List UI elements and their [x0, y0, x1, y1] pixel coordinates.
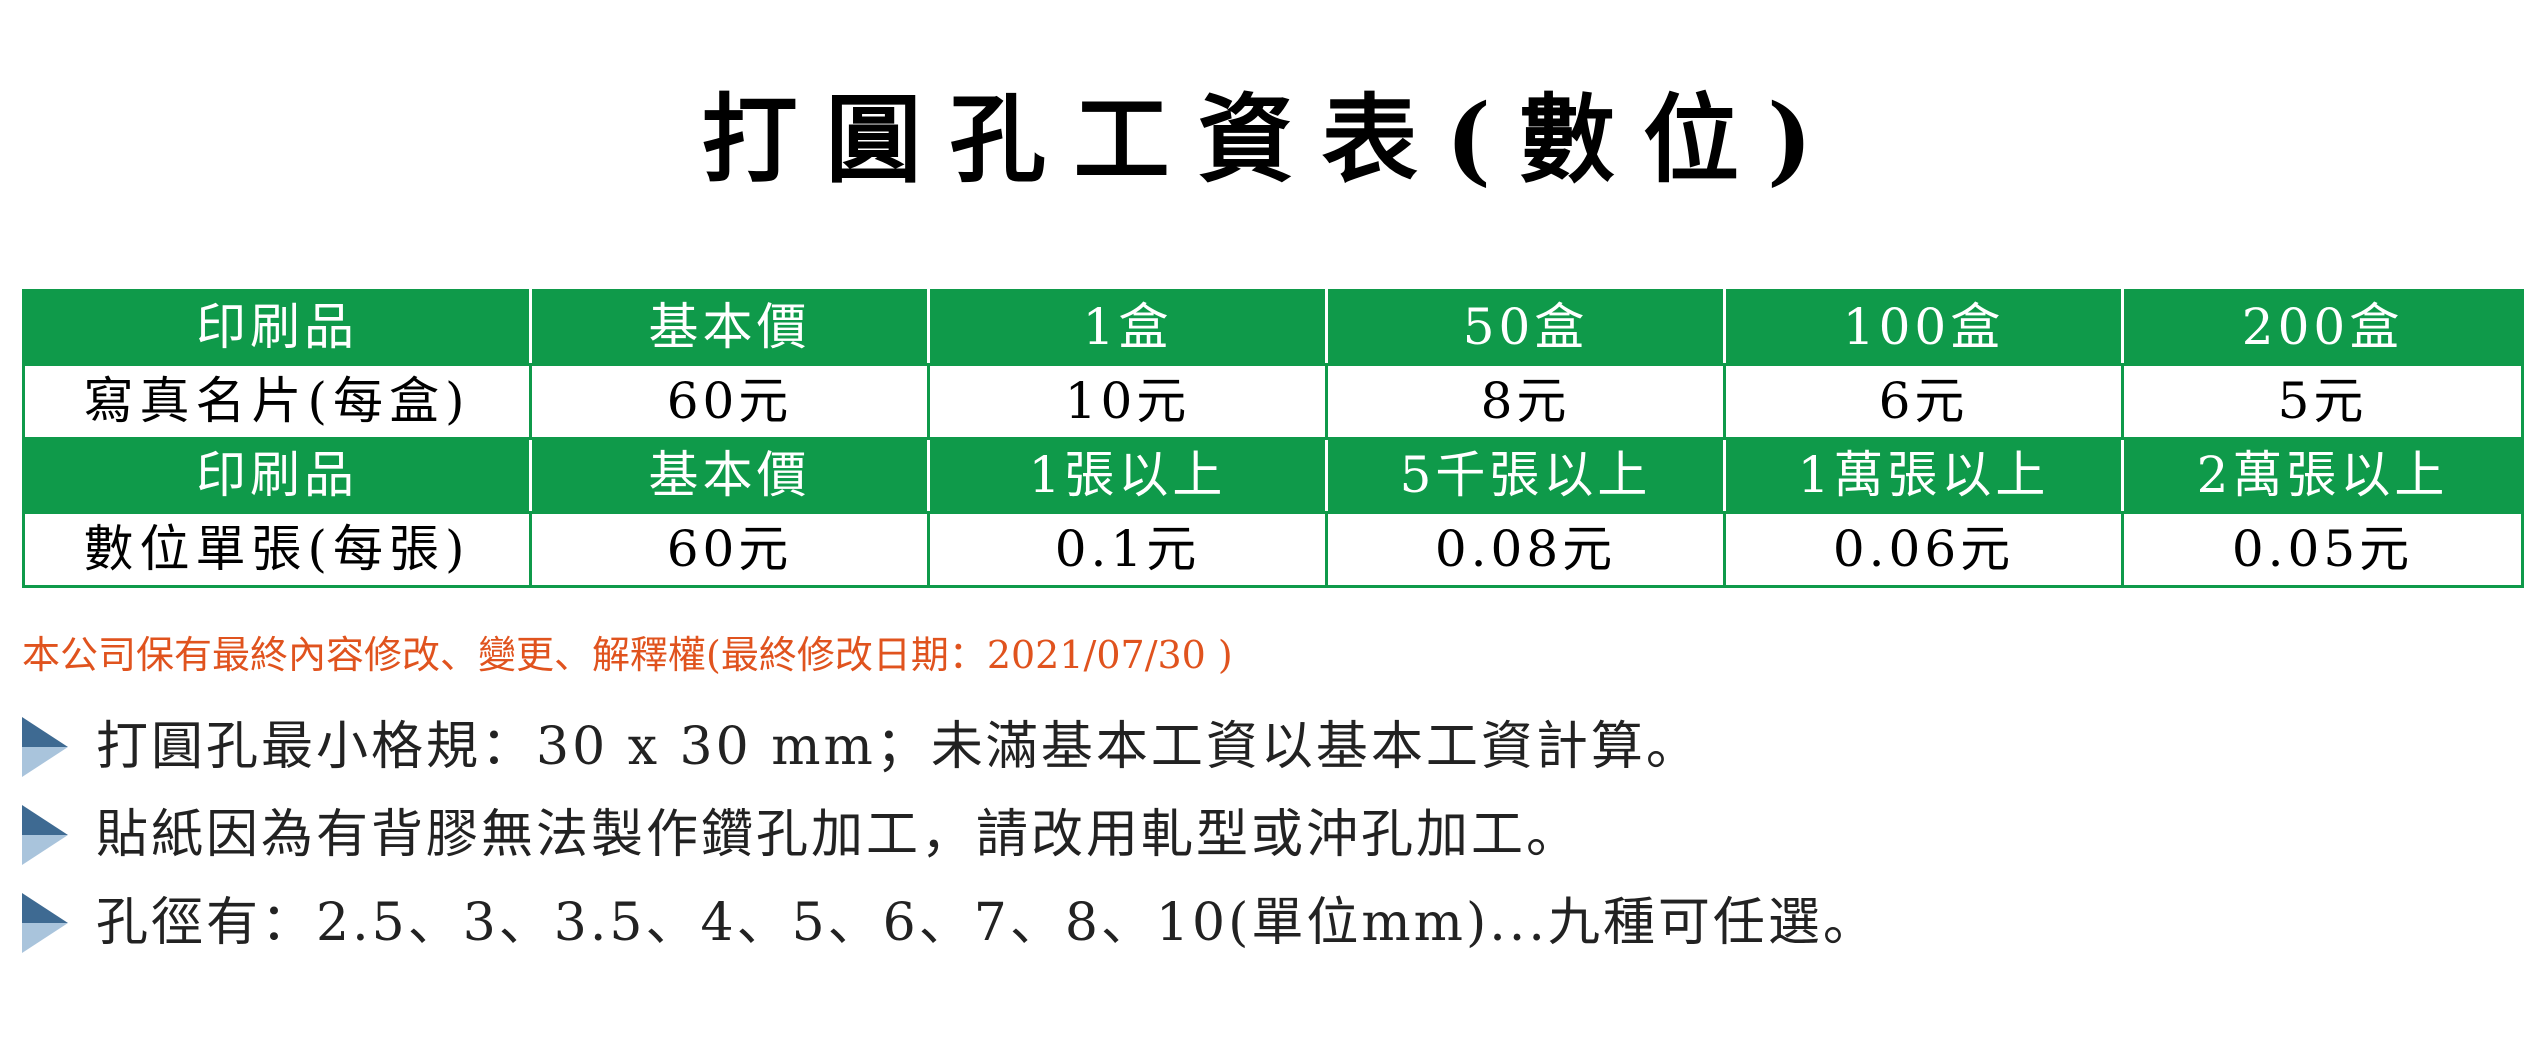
- header-cell: 基本價: [529, 289, 930, 366]
- header-cell: 1張以上: [927, 437, 1328, 514]
- note-item: 打圓孔最小格規：30 x 30 mm；未滿基本工資以基本工資計算。: [22, 712, 1701, 782]
- header-cell: 200盒: [2121, 289, 2524, 366]
- header-cell: 印刷品: [22, 437, 532, 514]
- header-cell: 2萬張以上: [2121, 437, 2524, 514]
- table-header-row: 印刷品 基本價 1張以上 5千張以上 1萬張以上 2萬張以上: [22, 437, 2524, 514]
- table-header-row: 印刷品 基本價 1盒 50盒 100盒 200盒: [22, 289, 2524, 366]
- price-cell: 6元: [1723, 363, 2124, 440]
- header-cell: 1盒: [927, 289, 1328, 366]
- note-text: 孔徑有：2.5、3、3.5、4、5、6、7、8、10(單位mm)...九種可任選…: [96, 893, 1878, 953]
- price-cell: 8元: [1325, 363, 1726, 440]
- table-row: 寫真名片(每盒) 60元 10元 8元 6元 5元: [22, 363, 2524, 440]
- table-row: 數位單張(每張) 60元 0.1元 0.08元 0.06元 0.05元: [22, 511, 2524, 588]
- price-cell: 0.1元: [927, 511, 1328, 588]
- page-title: 打圓孔工資表(數位): [701, 83, 1841, 196]
- note-item: 貼紙因為有背膠無法製作鑽孔加工，請改用軋型或沖孔加工。: [22, 800, 1581, 870]
- price-cell: 5元: [2121, 363, 2524, 440]
- triangle-bullet-icon: [22, 893, 68, 953]
- price-cell: 60元: [529, 363, 930, 440]
- price-cell: 10元: [927, 363, 1328, 440]
- header-cell: 1萬張以上: [1723, 437, 2124, 514]
- row-label: 數位單張(每張): [22, 511, 532, 588]
- note-text: 打圓孔最小格規：30 x 30 mm；未滿基本工資以基本工資計算。: [96, 717, 1701, 777]
- triangle-bullet-icon: [22, 717, 68, 777]
- price-cell: 0.08元: [1325, 511, 1726, 588]
- copyright-notice: 本公司保有最終內容修改、變更、解釋權(最終修改日期：2021/07/30 ): [22, 633, 1233, 677]
- header-cell: 印刷品: [22, 289, 532, 366]
- header-cell: 100盒: [1723, 289, 2124, 366]
- note-text: 貼紙因為有背膠無法製作鑽孔加工，請改用軋型或沖孔加工。: [96, 805, 1582, 865]
- price-cell: 0.06元: [1723, 511, 2124, 588]
- triangle-bullet-icon: [22, 805, 68, 865]
- price-cell: 0.05元: [2121, 511, 2524, 588]
- price-cell: 60元: [529, 511, 930, 588]
- note-item: 孔徑有：2.5、3、3.5、4、5、6、7、8、10(單位mm)...九種可任選…: [22, 888, 1878, 958]
- header-cell: 基本價: [529, 437, 930, 514]
- header-cell: 50盒: [1325, 289, 1726, 366]
- row-label: 寫真名片(每盒): [22, 363, 532, 440]
- header-cell: 5千張以上: [1325, 437, 1726, 514]
- price-table: 印刷品 基本價 1盒 50盒 100盒 200盒 寫真名片(每盒) 60元 10…: [22, 289, 2524, 588]
